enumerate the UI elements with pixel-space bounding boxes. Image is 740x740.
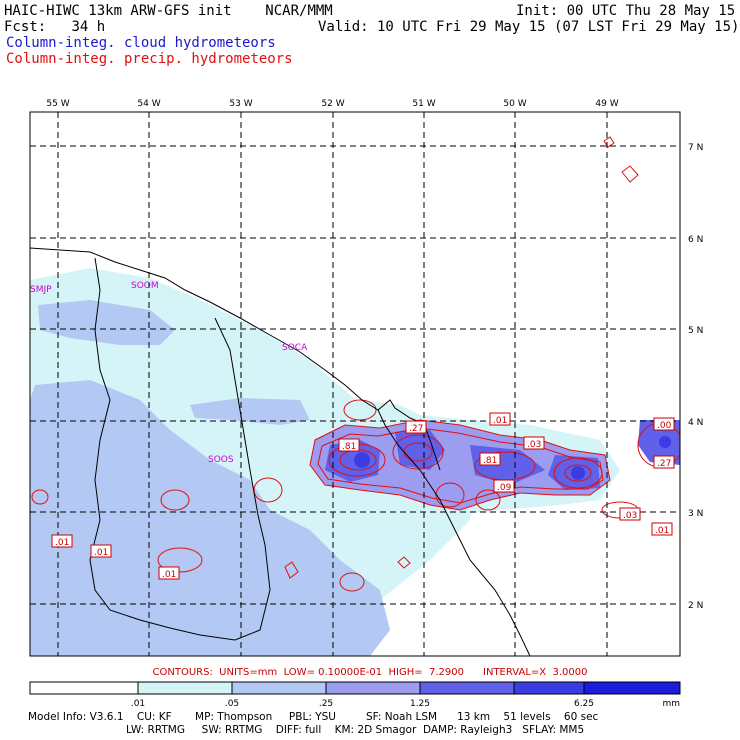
colorbar-unit: mm <box>662 699 680 709</box>
contour-label: .27 <box>657 459 671 469</box>
map-frame <box>29 111 681 657</box>
colorbar-tick: .25 <box>319 699 333 709</box>
coastline-borders <box>30 247 531 656</box>
contour-label: .03 <box>623 511 637 521</box>
colorbar-tick: .05 <box>225 699 239 709</box>
contour-label: .27 <box>409 424 423 434</box>
colorbar <box>29 681 681 695</box>
lon-label: 49 W <box>595 99 618 109</box>
contour-label: .01 <box>655 526 669 536</box>
cloud-shade-medium <box>30 380 390 656</box>
contour-label-boxes <box>51 412 675 580</box>
convective-peak-2 <box>571 466 585 480</box>
valid-time: Valid: 10 UTC Fri 29 May 15 (07 LST Fri … <box>318 19 740 35</box>
convective-core-2 <box>395 430 445 470</box>
contours-info: CONTOURS: UNITS=mm LOW= 0.10000E-01 HIGH… <box>152 667 588 678</box>
contour-label: .01 <box>55 538 69 548</box>
contour-label: .01 <box>94 548 108 558</box>
contour-label: .81 <box>483 456 497 466</box>
lat-label: 5 N <box>688 326 703 336</box>
station-label: SOCA <box>282 343 308 353</box>
lat-label: 2 N <box>688 601 703 611</box>
station-label: SOOS <box>208 455 234 465</box>
contour-label: .09 <box>497 483 512 493</box>
cloud-shade-medium-2 <box>38 300 175 345</box>
convective-core-5 <box>638 420 680 465</box>
field-cloud-label: Column-integ. cloud hydrometeors <box>6 35 276 51</box>
lon-label: 53 W <box>229 99 252 109</box>
contour-label: .01 <box>493 416 507 426</box>
station-label: SOOM <box>131 281 159 291</box>
convective-peak-1 <box>354 452 370 468</box>
cloud-shade-medium-3 <box>190 398 310 425</box>
model-title: HAIC-HIWC 13km ARW-GFS init NCAR/MMM <box>4 3 333 19</box>
forecast-hour: Fcst: 34 h <box>4 19 106 35</box>
lon-label: 51 W <box>412 99 435 109</box>
lat-lon-grid <box>30 112 680 656</box>
lat-label: 4 N <box>688 418 703 428</box>
init-time: Init: 00 UTC Thu 28 May 15 <box>516 3 736 19</box>
contour-label: .01 <box>162 570 176 580</box>
model-info-line2: LW: RRTMG SW: RRTMG DIFF: full KM: 2D Sm… <box>126 724 585 736</box>
lon-label: 54 W <box>137 99 160 109</box>
colorbar-tick: 1.25 <box>410 699 430 709</box>
lat-label: 6 N <box>688 235 703 245</box>
convective-peak-3 <box>659 436 671 448</box>
colorbar-tick: .01 <box>131 699 145 709</box>
lon-label: 52 W <box>321 99 344 109</box>
contour-label: .03 <box>527 440 541 450</box>
precip-contours <box>31 136 680 592</box>
contour-label: .00 <box>657 421 672 431</box>
station-label: SMJP <box>30 285 52 295</box>
contour-label: .81 <box>342 442 356 452</box>
field-precip-label: Column-integ. precip. hydrometeors <box>6 51 293 67</box>
colorbar-tick: 6.25 <box>574 699 594 709</box>
lat-label: 3 N <box>688 509 703 519</box>
model-info-line1: Model Info: V3.6.1 CU: KF MP: Thompson P… <box>28 711 599 723</box>
lon-label: 55 W <box>46 99 69 109</box>
lon-label: 50 W <box>503 99 526 109</box>
lat-label: 7 N <box>688 143 703 153</box>
